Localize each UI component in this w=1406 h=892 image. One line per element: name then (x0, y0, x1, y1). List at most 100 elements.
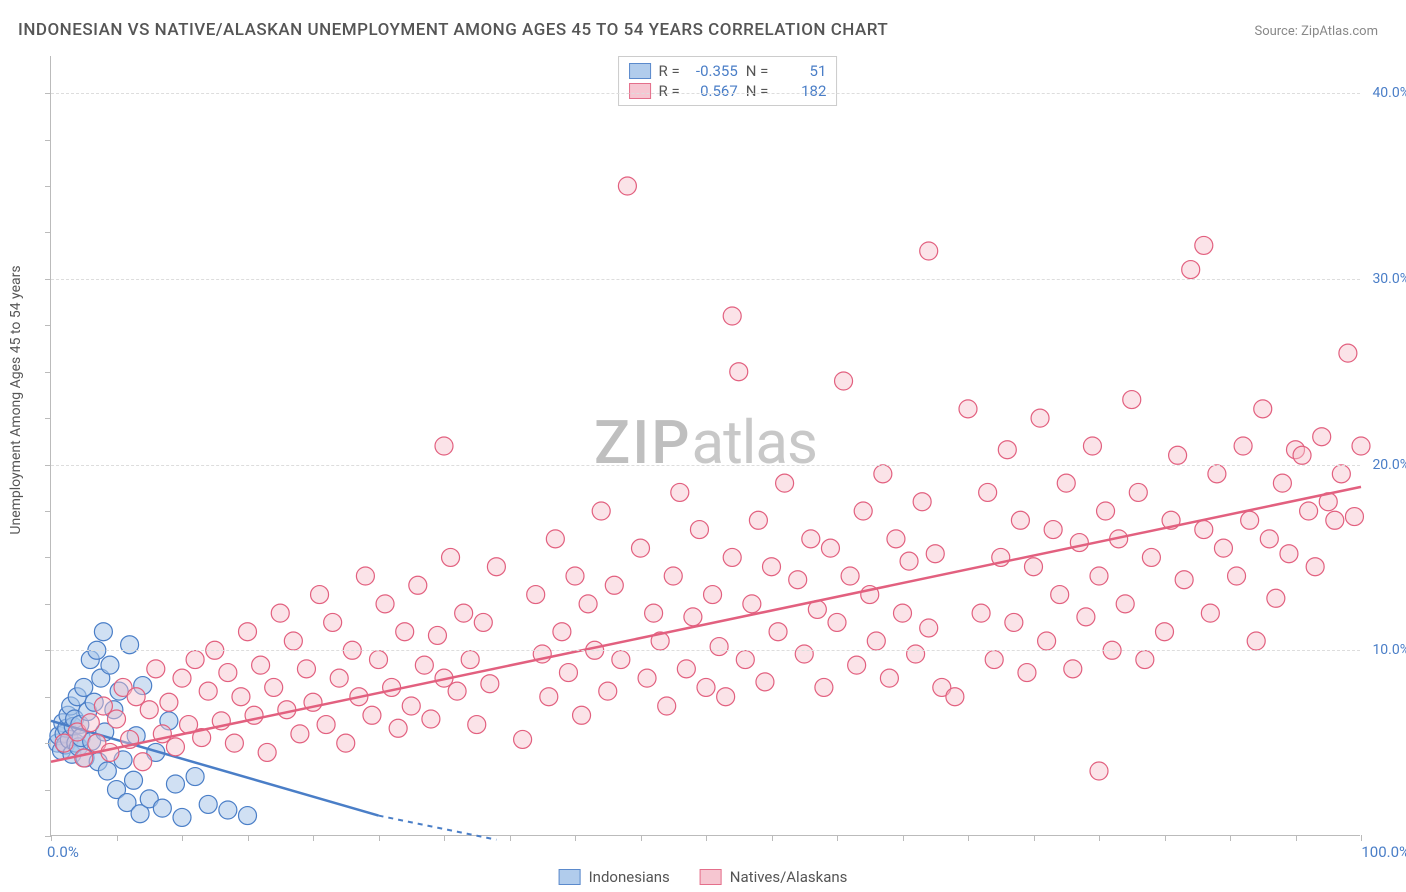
x-tick (772, 835, 773, 841)
data-point (153, 799, 171, 817)
data-point (743, 595, 761, 613)
y-tick (45, 557, 51, 558)
y-tick (45, 232, 51, 233)
x-tick (313, 835, 314, 841)
data-point (1090, 567, 1108, 585)
r-value-1: 0.567 (688, 82, 738, 100)
data-point (330, 669, 348, 687)
data-point (894, 604, 912, 622)
data-point (356, 567, 374, 585)
swatch-indonesians (629, 63, 651, 79)
data-point (1247, 632, 1265, 650)
source-label: Source: ZipAtlas.com (1254, 24, 1378, 39)
n-value-1: 182 (776, 82, 826, 100)
data-point (265, 678, 283, 696)
legend-label-1: Natives/Alaskans (730, 868, 848, 886)
data-point (448, 682, 466, 700)
data-point (559, 664, 577, 682)
data-point (710, 638, 728, 656)
x-tick (1361, 835, 1362, 841)
data-point (468, 716, 486, 734)
data-point (998, 441, 1016, 459)
data-point (815, 678, 833, 696)
scatter-svg (51, 56, 1360, 835)
data-point (186, 651, 204, 669)
gridline (51, 93, 1360, 94)
data-point (592, 502, 610, 520)
data-point (854, 502, 872, 520)
data-point (540, 688, 558, 706)
data-point (1326, 511, 1344, 529)
data-point (337, 734, 355, 752)
data-point (867, 632, 885, 650)
data-point (442, 548, 460, 566)
y-tick (45, 372, 51, 373)
data-point (239, 807, 257, 825)
x-tick (1034, 835, 1035, 841)
data-point (573, 706, 591, 724)
x-tick (182, 835, 183, 841)
corr-row-1: R = 0.567 N = 182 (629, 81, 827, 101)
x-tick (117, 835, 118, 841)
data-point (98, 762, 116, 780)
data-point (1044, 521, 1062, 539)
data-point (776, 474, 794, 492)
legend-label-0: Indonesians (589, 868, 670, 886)
data-point (173, 669, 191, 687)
data-point (363, 706, 381, 724)
y-tick (45, 743, 51, 744)
data-point (428, 626, 446, 644)
data-point (920, 242, 938, 260)
data-point (317, 716, 335, 734)
data-point (632, 539, 650, 557)
y-axis-label: Unemployment Among Ages 45 to 54 years (8, 265, 24, 534)
y-tick-label: 30.0% (1366, 271, 1406, 287)
data-point (514, 730, 532, 748)
legend-swatch-natives (700, 869, 722, 885)
legend-swatch-indonesians (559, 869, 581, 885)
data-point (1195, 236, 1213, 254)
data-point (821, 539, 839, 557)
data-point (108, 710, 126, 728)
data-point (880, 669, 898, 687)
data-point (1064, 660, 1082, 678)
data-point (1136, 651, 1154, 669)
data-point (1214, 539, 1232, 557)
legend-item-1: Natives/Alaskans (700, 868, 848, 886)
data-point (612, 651, 630, 669)
y-tick (45, 604, 51, 605)
chart-container: INDONESIAN VS NATIVE/ALASKAN UNEMPLOYMEN… (0, 0, 1406, 892)
data-point (291, 725, 309, 743)
data-point (828, 613, 846, 631)
data-point (1260, 530, 1278, 548)
data-point (461, 651, 479, 669)
data-point (1345, 508, 1363, 526)
data-point (219, 801, 237, 819)
data-point (972, 604, 990, 622)
data-point (487, 558, 505, 576)
data-point (1129, 483, 1147, 501)
x-tick (1230, 835, 1231, 841)
data-point (546, 530, 564, 548)
data-point (1051, 586, 1069, 604)
data-point (199, 682, 217, 700)
data-point (1031, 409, 1049, 427)
data-point (671, 483, 689, 501)
data-point (140, 701, 158, 719)
r-label: R = (659, 82, 680, 100)
y-tick (45, 465, 51, 466)
data-point (284, 632, 302, 650)
data-point (605, 576, 623, 594)
data-point (900, 552, 918, 570)
data-point (736, 651, 754, 669)
data-point (645, 604, 663, 622)
data-point (1142, 548, 1160, 566)
bottom-legend: Indonesians Natives/Alaskans (559, 868, 848, 886)
swatch-natives (629, 83, 651, 99)
data-point (795, 645, 813, 663)
x-tick (1165, 835, 1166, 841)
y-tick (45, 650, 51, 651)
data-point (396, 623, 414, 641)
data-point (874, 465, 892, 483)
data-point (1273, 474, 1291, 492)
